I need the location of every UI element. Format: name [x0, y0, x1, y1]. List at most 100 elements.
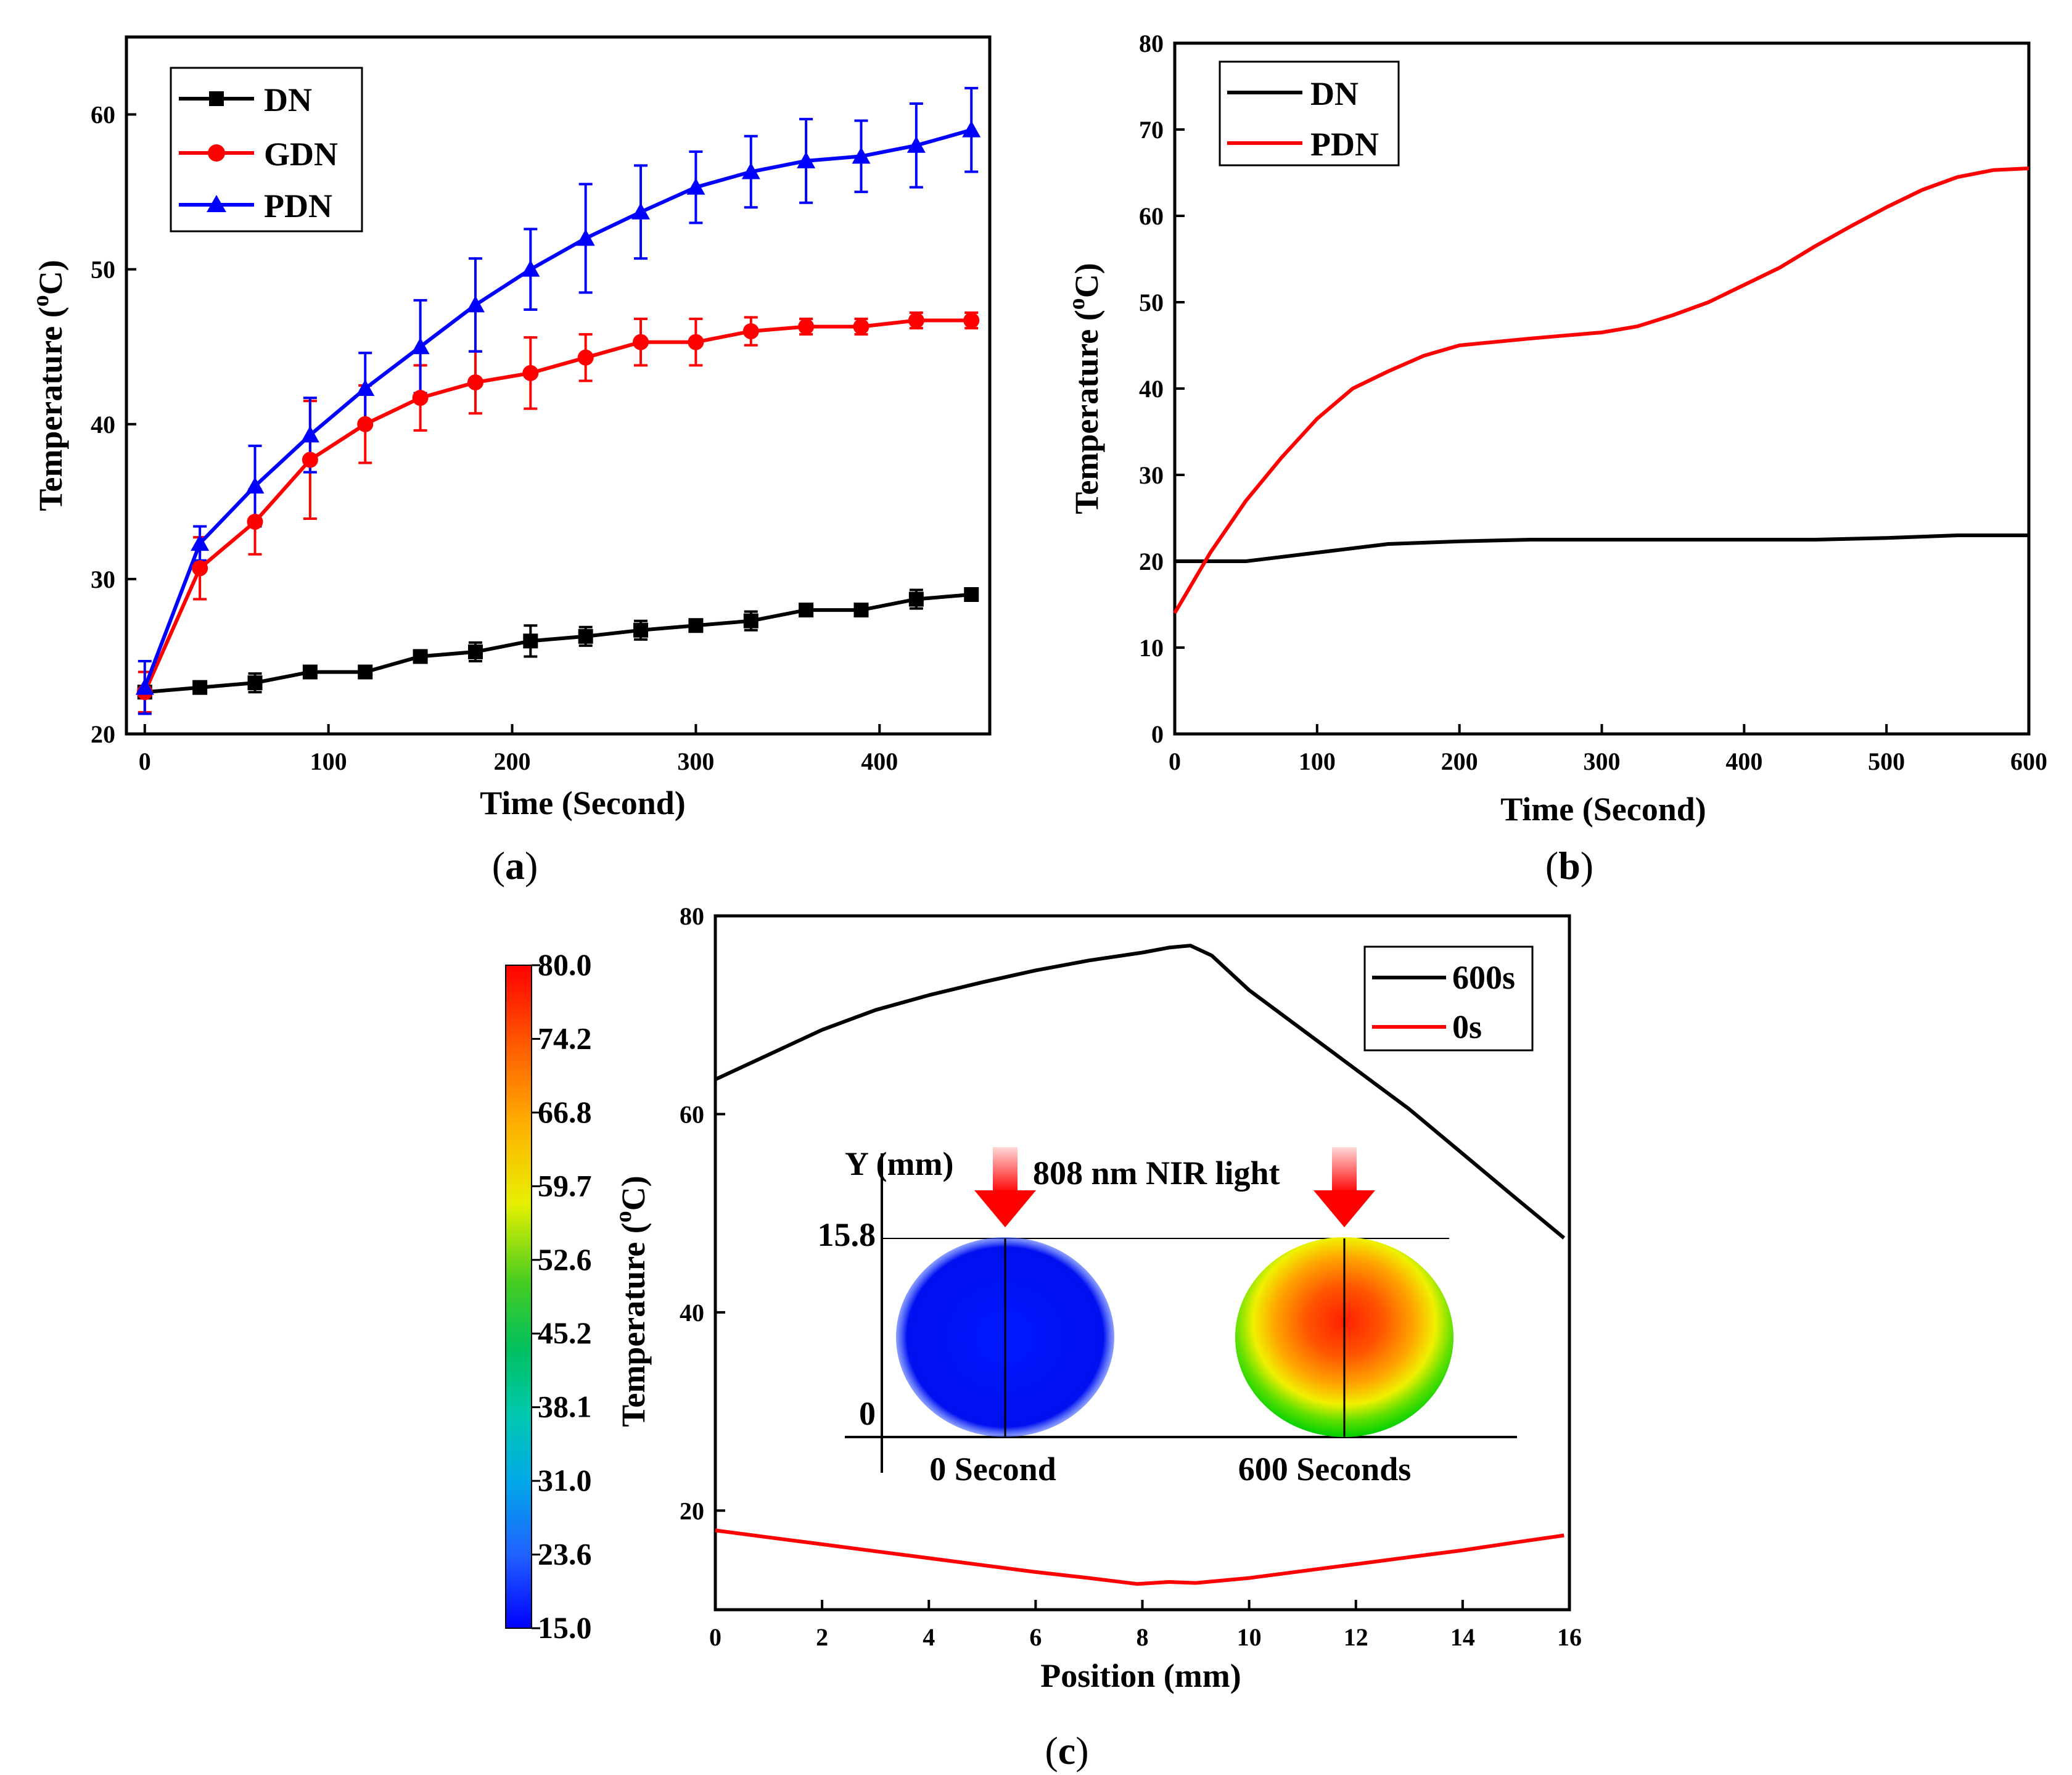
point-pdn — [741, 162, 760, 179]
point-dn — [633, 622, 649, 638]
laser-arrow-icon — [1314, 1147, 1375, 1227]
chart-b-xtick-label: 600 — [2010, 747, 2047, 775]
thermal-inset: Y (mm) 808 nm NIR light 15.8 0 0 Second … — [818, 1145, 1517, 1488]
chart-c: 80.0 74.2 66.8 59.7 52.6 45.2 38.1 31.0 23.6 15.0… — [505, 902, 1582, 1694]
chart-b-xtick-label: 400 — [1725, 747, 1762, 775]
chart-a-ylabel: Temperature (oC) — [28, 260, 69, 511]
chart-a-xtick-label: 400 — [861, 747, 898, 775]
series-line-b-pdn — [1173, 167, 2029, 614]
series-line-c-600s — [714, 944, 1566, 1240]
panel-b-label: (b) — [1545, 844, 1593, 888]
chart-c-xtick-label: 14 — [1450, 1623, 1475, 1651]
chart-b-xtick-label: 200 — [1441, 747, 1478, 775]
point-pdn — [962, 120, 981, 138]
chart-c-xtick-label: 4 — [923, 1623, 935, 1651]
point-gdn — [467, 374, 483, 390]
inset-title: 808 nm NIR light — [1033, 1155, 1280, 1192]
chart-c-ytick-label: 60 — [680, 1100, 704, 1128]
point-gdn — [742, 323, 759, 340]
series-line-dn — [144, 593, 972, 694]
chart-b-ytick-label: 10 — [1139, 634, 1164, 662]
point-gdn — [908, 312, 924, 329]
point-gdn — [302, 451, 318, 468]
point-dn — [688, 618, 704, 633]
point-dn — [247, 675, 263, 691]
legend-c-600s-label: 600s — [1452, 959, 1515, 996]
chart-a-xtick-label: 100 — [310, 747, 347, 775]
series-line-b-dn — [1175, 533, 2029, 563]
chart-c-xtick-label: 12 — [1344, 1623, 1368, 1651]
chart-a-legend: DN GDN PDN — [170, 67, 363, 233]
chart-a-ytick-label: 30 — [91, 566, 115, 593]
point-dn — [467, 644, 483, 659]
colorbar-tick-label: 15.0 — [538, 1610, 592, 1645]
point-dn — [192, 680, 208, 695]
inset-ytick-bottom: 0 — [859, 1395, 876, 1432]
point-pdn — [797, 151, 816, 168]
point-pdn — [135, 678, 154, 695]
point-gdn — [853, 318, 870, 335]
inset-ytick-top: 15.8 — [818, 1216, 876, 1253]
inset-label-hot: 600 Seconds — [1238, 1451, 1412, 1488]
laser-arrow-icon — [974, 1147, 1036, 1227]
chart-c-xtick-label: 2 — [816, 1623, 828, 1651]
inset-y-label: Y (mm) — [845, 1145, 953, 1182]
chart-b-ytick-label: 0 — [1151, 720, 1164, 748]
chart-a-ytick-label: 20 — [91, 720, 115, 748]
chart-b-xlabel: Time (Second) — [1500, 791, 1706, 828]
chart-a-xlabel: Time (Second) — [480, 785, 686, 822]
chart-b-ytick-label: 60 — [1139, 202, 1164, 230]
colorbar-tick-label: 31.0 — [538, 1463, 592, 1497]
colorbar-tick-label: 59.7 — [538, 1168, 592, 1203]
panel-c-label: (c) — [1045, 1729, 1088, 1773]
colorbar-tick-label: 74.2 — [538, 1021, 592, 1055]
chart-b-xtick-label: 0 — [1169, 747, 1181, 775]
point-dn — [799, 603, 814, 618]
point-gdn — [577, 349, 594, 366]
chart-a-ytick-label: 50 — [91, 256, 115, 284]
point-pdn — [521, 260, 540, 277]
chart-a-ytick-label: 40 — [91, 411, 115, 439]
point-dn — [302, 664, 318, 680]
chart-c-xlabel: Position (mm) — [1040, 1657, 1241, 1694]
point-gdn — [522, 364, 539, 381]
chart-b-ylabel: Temperature (oC) — [1064, 263, 1105, 514]
chart-b: 0 10 20 30 40 50 60 70 80 0 100 200 300 400 500 600 Ti… — [1064, 30, 2047, 828]
chart-c-xtick-label: 16 — [1557, 1623, 1582, 1651]
legend-b-dn-label: DN — [1310, 75, 1359, 112]
series-line-c-0s — [715, 1528, 1564, 1586]
chart-b-ytick-label: 80 — [1139, 30, 1164, 57]
legend-gdn-label: GDN — [264, 136, 338, 173]
chart-b-legend: DN PDN — [1219, 60, 1400, 167]
legend-dn-marker — [209, 91, 224, 106]
colorbar-tick-label: 66.8 — [538, 1095, 592, 1129]
chart-c-ytick-label: 80 — [680, 902, 704, 930]
legend-pdn-marker — [207, 195, 226, 212]
chart-c-xtick-label: 6 — [1029, 1623, 1042, 1651]
chart-b-xtick-label: 100 — [1299, 747, 1336, 775]
chart-a-xtick-label: 200 — [494, 747, 531, 775]
point-dn — [908, 591, 924, 607]
chart-c-ytick-label: 40 — [680, 1299, 704, 1327]
point-pdn — [245, 477, 265, 494]
series-line-gdn — [143, 318, 972, 693]
colorbar-tick-label: 80.0 — [538, 947, 592, 982]
point-gdn — [357, 416, 374, 432]
colorbar-tick-label: 23.6 — [538, 1537, 592, 1571]
chart-c-ylabel: Temperature (oC) — [610, 1176, 652, 1427]
chart-b-xtick-label: 500 — [1868, 747, 1905, 775]
point-dn — [853, 603, 869, 618]
colorbar-tick-label: 52.6 — [538, 1242, 592, 1277]
point-pdn — [191, 534, 210, 551]
chart-b-ytick-label: 50 — [1139, 289, 1164, 316]
chart-b-ytick-label: 30 — [1139, 461, 1164, 489]
point-gdn — [798, 318, 815, 335]
point-dn — [413, 649, 428, 664]
chart-b-ytick-label: 20 — [1139, 548, 1164, 575]
chart-c-legend: 600s 0s — [1363, 945, 1534, 1052]
point-pdn — [576, 229, 595, 246]
point-pdn — [852, 147, 871, 164]
panel-a-label: (a) — [492, 844, 538, 888]
point-dn — [523, 633, 538, 649]
point-gdn — [963, 312, 980, 329]
